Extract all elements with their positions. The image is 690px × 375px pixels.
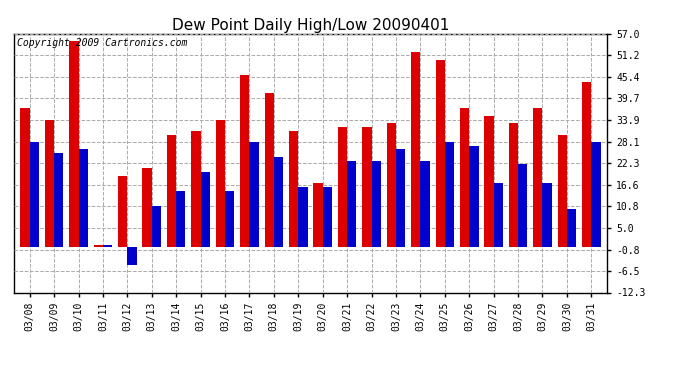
Bar [274,157,283,247]
Bar [201,172,210,247]
Bar [386,123,396,247]
Bar [216,120,225,247]
Bar [347,161,357,247]
Bar [225,190,235,247]
Bar [54,153,63,247]
Bar [493,183,503,247]
Bar [176,190,186,247]
Bar [542,183,552,247]
Bar [21,108,30,247]
Bar [30,142,39,247]
Text: Copyright 2009 Cartronics.com: Copyright 2009 Cartronics.com [17,38,187,48]
Bar [118,176,128,247]
Bar [518,164,527,247]
Bar [79,150,88,247]
Bar [143,168,152,247]
Bar [69,41,79,247]
Bar [411,53,420,247]
Bar [191,131,201,247]
Title: Dew Point Daily High/Low 20090401: Dew Point Daily High/Low 20090401 [172,18,449,33]
Bar [128,247,137,265]
Bar [45,120,54,247]
Bar [289,131,298,247]
Bar [240,75,250,247]
Bar [484,116,493,247]
Bar [445,142,454,247]
Bar [533,108,542,247]
Bar [250,142,259,247]
Bar [167,135,176,247]
Bar [152,206,161,247]
Bar [362,127,371,247]
Bar [558,135,567,247]
Bar [582,82,591,247]
Bar [313,183,323,247]
Bar [435,60,445,247]
Bar [338,127,347,247]
Bar [94,245,103,247]
Bar [264,93,274,247]
Bar [460,108,469,247]
Bar [103,245,112,247]
Bar [567,209,576,247]
Bar [509,123,518,247]
Bar [323,187,332,247]
Bar [420,161,430,247]
Bar [469,146,478,247]
Bar [396,150,405,247]
Bar [591,142,600,247]
Bar [371,161,381,247]
Bar [298,187,308,247]
